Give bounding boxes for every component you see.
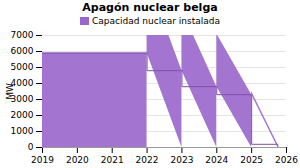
svg-text:2025: 2025 [240,155,263,165]
svg-text:2023: 2023 [170,155,193,165]
html-text:Apagón nuclear belga: Apagón nuclear belga [82,1,218,14]
svg-text:7000: 7000 [11,30,34,40]
svg-text:2000: 2000 [11,110,34,120]
svg-text:6000: 6000 [11,46,34,56]
svg-text:2021: 2021 [101,155,124,165]
html-text:Capacidad nuclear instalada: Capacidad nuclear instalada [92,16,220,26]
svg-text:2022: 2022 [136,155,159,165]
svg-text:5000: 5000 [11,62,34,72]
svg-text:2019: 2019 [31,155,54,165]
svg-text:4000: 4000 [10,78,34,89]
svg-text:2020: 2020 [66,155,89,165]
svg-text:1000: 1000 [11,126,34,136]
svg-text:2024: 2024 [205,155,228,165]
svg-text:MW: MW [5,83,15,100]
svg-text:3000: 3000 [10,94,34,105]
svg-text:0: 0 [28,142,34,152]
svg-text:2026: 2026 [275,155,298,165]
